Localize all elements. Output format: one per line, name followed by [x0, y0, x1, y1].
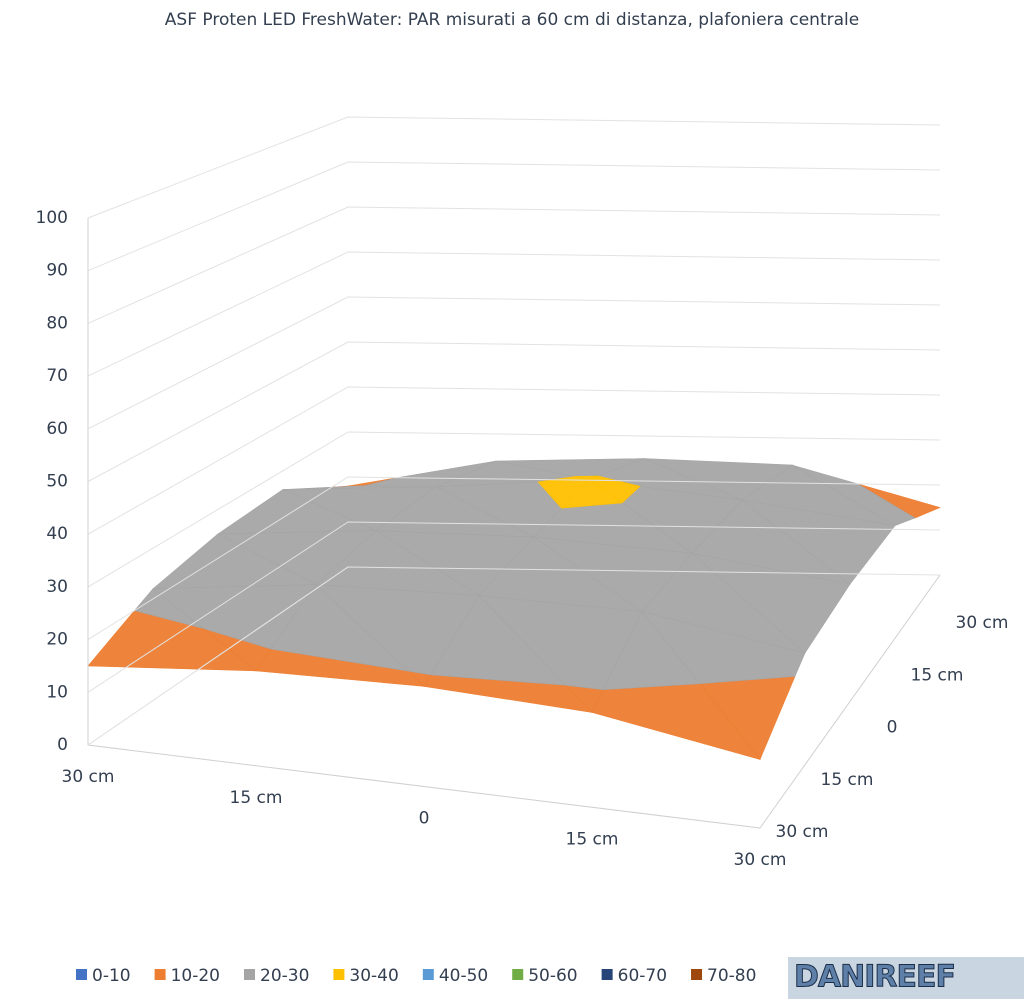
legend-swatch — [691, 969, 703, 980]
z-tick-label: 60 — [46, 419, 68, 439]
surface-patch — [602, 611, 701, 691]
grid-line — [87, 116, 941, 219]
depth-tick-label: 0 — [887, 718, 898, 738]
legend-swatch — [76, 969, 87, 980]
x-tick-label: 0 — [419, 809, 430, 829]
legend-label: 70-80 — [707, 966, 756, 986]
legend-swatch — [244, 969, 255, 980]
legend-label: 20-30 — [260, 966, 309, 986]
legend-swatch — [154, 969, 166, 980]
watermark-bg — [788, 957, 1024, 999]
axis-line — [759, 574, 941, 829]
z-tick-label: 100 — [36, 208, 68, 228]
legend-label: 40-50 — [439, 966, 488, 986]
grid-line — [87, 251, 941, 377]
grid-line — [87, 521, 941, 693]
z-tick-label: 40 — [46, 524, 68, 544]
legend-label: 0-10 — [92, 966, 131, 986]
grid-line — [87, 431, 941, 588]
z-tick-label: 90 — [46, 261, 68, 281]
z-tick-label: 70 — [46, 366, 68, 386]
chart-title: ASF Proten LED FreshWater: PAR misurati … — [165, 10, 859, 30]
legend-label: 50-60 — [528, 966, 577, 986]
legend-label: 60-70 — [618, 966, 667, 986]
surface-patch — [560, 479, 624, 509]
grid-line — [87, 476, 941, 641]
axis-line — [87, 566, 349, 746]
depth-tick-label: 30 cm — [956, 613, 1009, 633]
depth-tick-label: 30 cm — [776, 822, 829, 842]
grid-line — [87, 341, 941, 482]
legend-swatch — [333, 969, 345, 980]
surface-patch — [430, 595, 567, 686]
z-tick-label: 30 — [46, 577, 68, 597]
legend-swatch — [601, 969, 613, 980]
legend-swatch — [512, 969, 524, 980]
depth-tick-label: 15 cm — [911, 665, 964, 685]
x-tick-label: 15 cm — [566, 829, 619, 849]
grid-line — [87, 296, 941, 430]
z-tick-label: 20 — [46, 630, 68, 650]
watermark: DANIREEF — [794, 960, 955, 995]
grid-line — [87, 386, 941, 535]
x-tick-label: 30 cm — [734, 850, 787, 870]
z-tick-label: 80 — [46, 313, 68, 333]
grid-line — [87, 161, 941, 272]
grid-line — [87, 206, 941, 324]
legend-swatch — [422, 969, 434, 980]
z-tick-label: 10 — [46, 682, 68, 702]
x-tick-label: 30 cm — [62, 767, 115, 787]
legend-label: 10-20 — [171, 966, 220, 986]
surface-patch — [133, 588, 204, 629]
surface-patch — [270, 584, 409, 672]
z-tick-label: 0 — [57, 735, 68, 755]
legend-label: 30-40 — [349, 966, 398, 986]
z-tick-label: 50 — [46, 472, 68, 492]
depth-tick-label: 15 cm — [821, 770, 874, 790]
x-tick-label: 15 cm — [230, 788, 283, 808]
